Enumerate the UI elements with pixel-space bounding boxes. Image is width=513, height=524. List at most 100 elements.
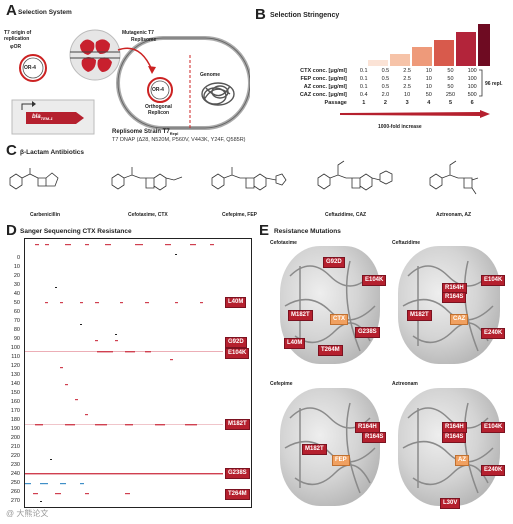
value-cell: 0.1 bbox=[359, 84, 368, 90]
e-label-r164s: R164S bbox=[362, 432, 387, 443]
y-tick: 180 bbox=[10, 417, 20, 423]
phi-or-label: φOR bbox=[10, 44, 22, 50]
protein-structure bbox=[280, 388, 380, 506]
structure-title-ceftazidime: Ceftazidime bbox=[392, 240, 421, 246]
panel-c-letter: C bbox=[6, 142, 17, 159]
protein-structure bbox=[398, 246, 500, 364]
mutation-label-t264m: T264M bbox=[225, 489, 250, 500]
protein-ribbons bbox=[284, 402, 376, 494]
gene-name: bla bbox=[32, 114, 41, 120]
stringency-row: Passage 1 2 3 4 5 6 bbox=[268, 100, 483, 108]
value-cell: 250 bbox=[445, 92, 456, 98]
e-ligand-fep: FEP bbox=[332, 455, 350, 466]
or4-replicon-label: OR-4 bbox=[152, 87, 164, 93]
row-label: AZ conc. [μg/ml] bbox=[303, 84, 347, 90]
y-tick: 30 bbox=[13, 282, 20, 288]
protein-structure bbox=[398, 388, 500, 506]
gene-label: blaTEM-1 bbox=[32, 114, 53, 121]
value-cell: 10 bbox=[425, 76, 432, 82]
selection-system-diagram bbox=[11, 29, 250, 135]
stringency-row: AZ conc. [μg/ml] 0.1 0.5 2.5 10 50 100 bbox=[268, 84, 483, 92]
structure-title-cefepime: Cefepime bbox=[270, 381, 293, 387]
y-tick: 0 bbox=[16, 255, 20, 261]
value-cell: 2.5 bbox=[403, 84, 411, 90]
sequencing-grid bbox=[24, 238, 252, 508]
strain-label: Replisome Strain T7Repl bbox=[112, 129, 178, 136]
stringency-bar bbox=[434, 40, 454, 66]
e-ligand-az: AZ bbox=[455, 455, 469, 466]
protein-ribbons bbox=[402, 260, 494, 352]
stringency-bar bbox=[368, 60, 388, 66]
y-tick: 50 bbox=[13, 300, 20, 306]
stringency-table: CTX conc. [μg/ml] 0.1 0.5 2.5 10 50 100 … bbox=[268, 68, 483, 108]
row-label: FEP conc. [μg/ml] bbox=[300, 76, 347, 82]
panel-e-letter: E bbox=[259, 222, 270, 239]
y-tick: 20 bbox=[13, 273, 20, 279]
protein-ribbons bbox=[402, 402, 494, 494]
y-tick: 80 bbox=[13, 327, 20, 333]
e-label-l30v: L30V bbox=[440, 498, 461, 509]
value-cell: 100 bbox=[467, 84, 477, 90]
stringency-bar bbox=[390, 54, 410, 66]
row-label: CAZ conc. [μg/ml] bbox=[299, 92, 347, 98]
e-label-r164s: R164S bbox=[442, 292, 467, 303]
e-label-e104k: E104K bbox=[362, 275, 387, 286]
y-tick: 10 bbox=[13, 264, 20, 270]
replicate-bracket bbox=[479, 69, 483, 97]
value-cell: 2 bbox=[383, 100, 387, 106]
value-cell: 10 bbox=[425, 68, 432, 74]
row-label: CTX conc. [μg/ml] bbox=[300, 68, 347, 74]
y-tick: 190 bbox=[10, 426, 20, 432]
value-cell: 3 bbox=[405, 100, 409, 106]
y-tick: 250 bbox=[10, 480, 20, 486]
replisome-label: Replisome bbox=[131, 37, 157, 43]
e-label-l40m: L40M bbox=[284, 338, 306, 349]
y-tick: 130 bbox=[10, 372, 20, 378]
mutation-label-l40m: L40M bbox=[225, 297, 247, 308]
value-cell: 50 bbox=[425, 92, 432, 98]
replicon-label: Replicon bbox=[148, 110, 170, 116]
y-tick: 110 bbox=[11, 354, 20, 360]
increase-arrow bbox=[340, 110, 490, 118]
genome-label: Genome bbox=[200, 72, 221, 78]
panel-d-title: Sanger Sequencing CTX Resistance bbox=[20, 228, 132, 235]
value-cell: 10 bbox=[404, 92, 411, 98]
watermark: @ 大熊论文 bbox=[6, 509, 49, 518]
y-tick: 100 bbox=[10, 345, 20, 351]
compound-cefotaxime: Cefotaxime, CTX bbox=[128, 212, 168, 218]
e-ligand-ctx: CTX bbox=[330, 314, 348, 325]
e-label-e240k: E240K bbox=[481, 465, 506, 476]
y-tick: 170 bbox=[10, 408, 20, 414]
value-cell: 0.1 bbox=[359, 76, 368, 82]
mutation-label-g92d: G92D bbox=[225, 337, 247, 348]
panel-a-title: Selection System bbox=[18, 9, 72, 16]
stringency-row: FEP conc. [μg/ml] 0.1 0.5 2.5 10 50 100 bbox=[268, 76, 483, 84]
value-cell: 0.1 bbox=[359, 68, 368, 74]
value-cell: 1 bbox=[362, 100, 366, 106]
panel-a-letter: A bbox=[6, 2, 17, 19]
value-cell: 2.0 bbox=[381, 92, 390, 98]
protein-ribbons bbox=[284, 260, 376, 352]
e-label-g92d: G92D bbox=[323, 257, 345, 268]
y-tick: 230 bbox=[10, 462, 20, 468]
e-label-m182t: M182T bbox=[407, 310, 432, 321]
value-cell: 500 bbox=[467, 92, 477, 98]
panel-d-letter: D bbox=[6, 222, 17, 239]
value-cell: 0.5 bbox=[381, 68, 390, 74]
e-label-t264m: T264M bbox=[318, 345, 343, 356]
e-label-r164s: R164S bbox=[442, 432, 467, 443]
compound-aztreonam: Aztreonam, AZ bbox=[436, 212, 472, 218]
e-label-e104k: E104K bbox=[481, 275, 506, 286]
y-tick: 160 bbox=[10, 399, 20, 405]
y-tick: 150 bbox=[10, 390, 20, 396]
y-tick: 220 bbox=[10, 453, 20, 459]
stringency-row: CTX conc. [μg/ml] 0.1 0.5 2.5 10 50 100 bbox=[268, 68, 483, 76]
e-label-g238s: G238S bbox=[355, 327, 380, 338]
y-tick: 270 bbox=[10, 498, 20, 504]
y-tick: 200 bbox=[10, 435, 20, 441]
y-tick: 40 bbox=[13, 291, 20, 297]
orthogonal-label: Orthogonal bbox=[145, 104, 172, 110]
y-tick: 140 bbox=[10, 381, 20, 387]
value-cell: 5 bbox=[448, 100, 452, 106]
y-tick: 240 bbox=[10, 471, 20, 477]
